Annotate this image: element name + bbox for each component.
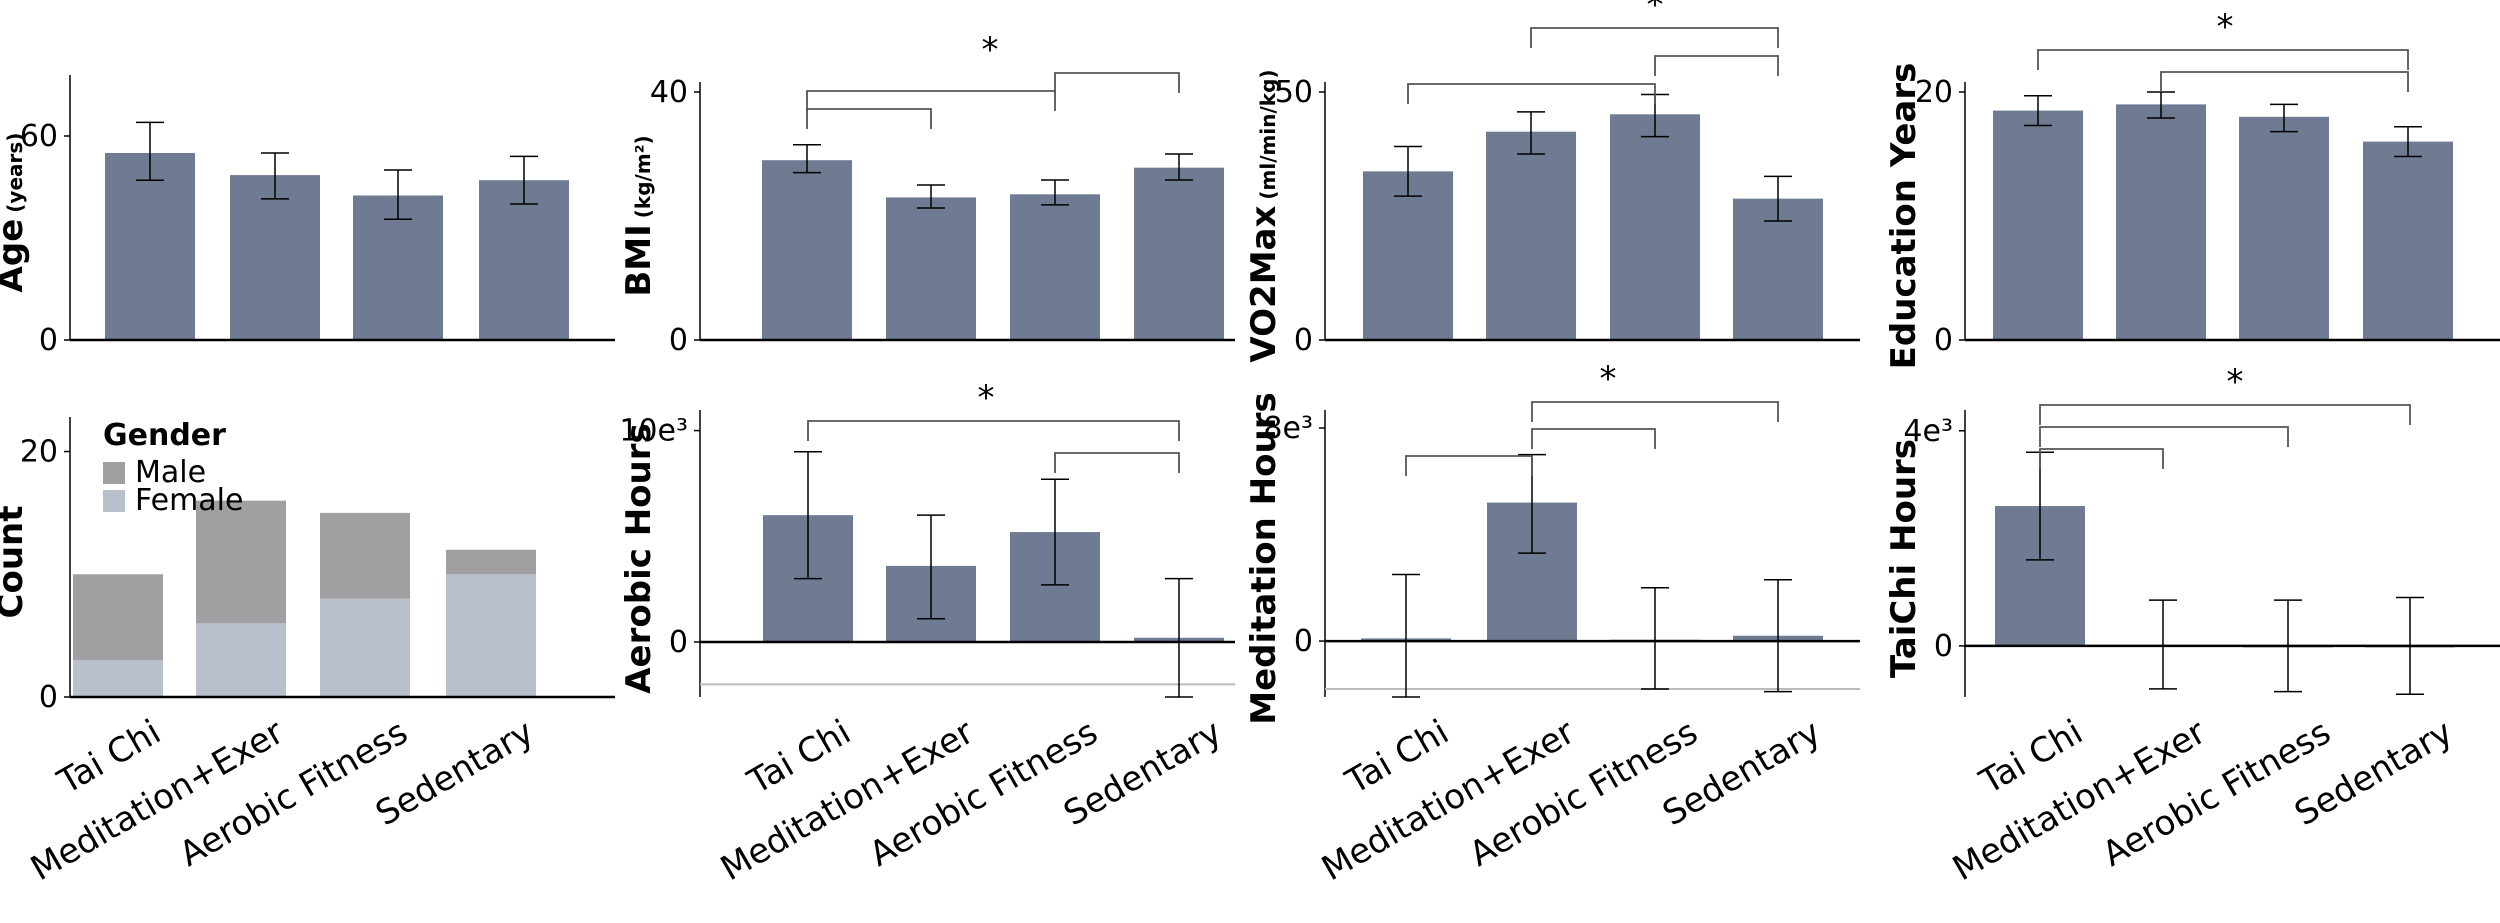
bar-male [73,574,163,661]
y-tick-label: 0 [39,680,58,715]
bar [1363,171,1453,340]
y-tick-label: 20 [20,435,58,470]
y-tick-label: 0 [669,323,688,358]
significance-bracket [1531,401,1779,422]
significance-bracket [1407,83,1656,104]
significance-asterisk: * [978,378,995,418]
y-tick-label: 0 [1294,323,1313,358]
y-axis-label-main: Count [0,506,31,619]
y-axis-label: Meditation Hours [1244,392,1284,724]
panel-vo2max: 0 50 VO2Max (ml/min/kg) * [1244,0,1860,363]
bar [2363,141,2453,340]
significance-bracket [2039,426,2289,447]
significance-asterisk: * [982,30,999,70]
significance-bracket [1054,72,1180,93]
y-axis-label: TaiChi Hours [1884,439,1924,678]
bar [2116,104,2206,341]
y-axis-label: Count [0,506,31,619]
bar-male [446,549,536,575]
legend-label: Female [135,483,243,518]
y-tick-label: 40 [650,75,688,110]
legend-title: Gender [103,418,226,453]
significance-bracket [1531,428,1656,449]
legend-label: Male [135,455,206,490]
significance-bracket [1405,455,1533,476]
y-axis-label-main: BMI [619,224,659,296]
significance-bracket [1530,27,1779,48]
y-tick-label: 0 [1294,624,1313,659]
y-axis-label: Age (years) [0,133,31,293]
bar-male [320,512,410,599]
y-tick-label: 4e³ [1903,414,1953,449]
bar [1010,194,1100,340]
significance-asterisk: * [2227,362,2244,402]
y-axis-label: VO2Max (ml/min/kg) [1244,69,1284,362]
bar [762,160,852,340]
y-tick-label: 0 [1934,323,1953,358]
bar [1610,114,1700,340]
significance-bracket [2037,49,2409,70]
bar-female [73,660,163,697]
panel-age: 0 60 Age (years) [0,75,615,358]
y-axis-label-main: Age [0,219,31,293]
bar [105,153,195,340]
y-tick-label: 20 [1915,75,1953,110]
bar [1993,110,2083,340]
legend-swatch [103,462,125,484]
bar-male [196,500,286,624]
y-tick-label: 0 [669,625,688,660]
bar [1134,167,1224,340]
significance-bracket [2039,448,2164,469]
y-axis-label: BMI (kg/m²) [619,135,659,296]
significance-asterisk: * [1647,0,1664,25]
y-tick-label: 60 [20,119,58,154]
legend-swatch [103,490,125,512]
y-axis-label: Education Years [1884,63,1924,370]
y-tick-label: 10e³ [619,414,688,449]
bar [1733,198,1823,340]
y-axis-label-main: TaiChi Hours [1884,439,1924,678]
y-axis-label-main: VO2Max [1244,206,1284,363]
significance-asterisk: * [1600,359,1617,399]
panel-bmi: 0 40 BMI (kg/m²) * [619,30,1235,358]
y-axis-label-main: Meditation Hours [1244,392,1284,724]
bar-female [320,598,410,697]
significance-bracket [2039,404,2411,425]
significance-bracket [806,90,1056,111]
y-axis-label: Aerobic Hours [619,423,659,694]
significance-asterisk: * [2217,7,2234,47]
bar [1486,131,1576,340]
y-tick-label: 0 [39,323,58,358]
significance-bracket [1054,452,1180,473]
y-axis-label-main: Aerobic Hours [619,423,659,694]
significance-bracket [806,108,932,129]
y-axis-label-unit: (kg/m²) [631,135,655,218]
bar [479,180,569,340]
significance-bracket [1654,55,1779,76]
significance-bracket [807,420,1180,441]
y-axis-label-main: Education Years [1884,63,1924,370]
y-axis-label-unit: (years) [3,133,27,213]
significance-bracket [2160,71,2409,92]
bar [230,175,320,340]
bar [2239,116,2329,340]
bar [886,197,976,340]
y-axis-label-unit: (ml/min/kg) [1256,69,1280,199]
y-tick-label: 8e³ [1263,411,1313,446]
bar-female [446,574,536,697]
bar-female [196,623,286,697]
y-tick-label: 50 [1275,75,1313,110]
y-tick-label: 0 [1934,629,1953,664]
